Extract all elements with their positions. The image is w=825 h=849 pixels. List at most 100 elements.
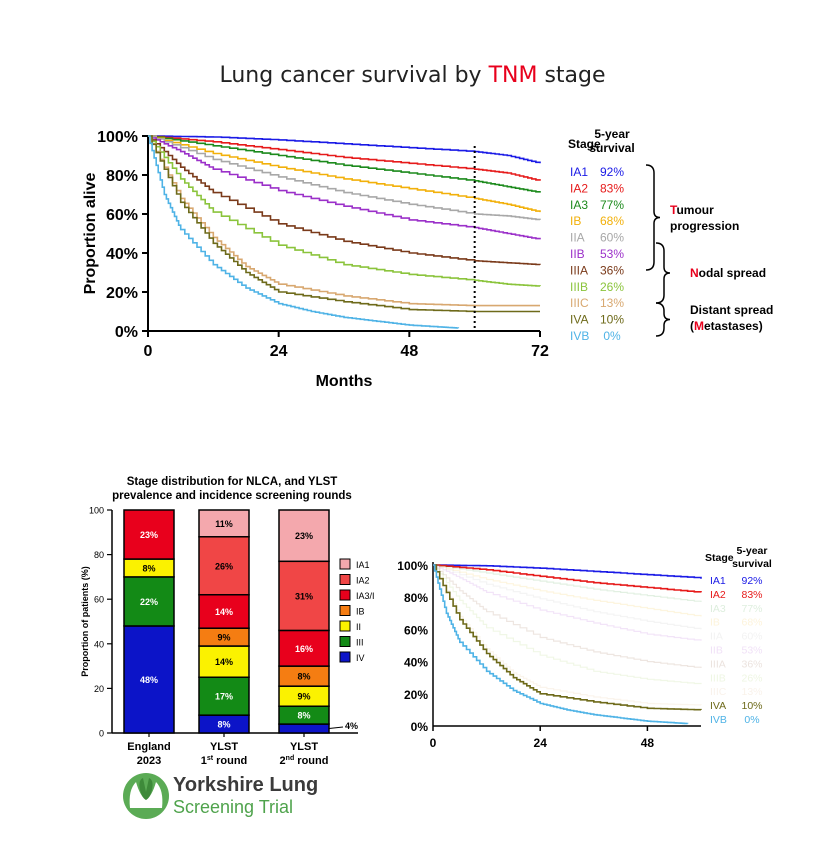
bar-segment-label: 8% — [142, 563, 155, 573]
logo-line2: Screening Trial — [173, 797, 294, 817]
series-line-ib — [148, 135, 541, 213]
small-y-tick-label: 0% — [411, 720, 429, 734]
brace — [645, 164, 661, 271]
survival-chart-highlight: 0% 20% 40% 60% 80% 100% 0 24 48 Stage5-yearsurviv… — [397, 545, 772, 750]
small-series-line-ib — [433, 564, 702, 617]
small-series-line-iva — [433, 564, 702, 711]
bar-legend-swatch — [339, 636, 351, 647]
bar-segment-ia3-i — [198, 593, 250, 629]
legend-stage-iia: IIA — [570, 231, 585, 245]
small-series-line-ia1 — [433, 564, 702, 579]
bar-title-1: Stage distribution for NLCA, and YLST — [127, 476, 338, 488]
bar-legend-label: III — [356, 638, 364, 648]
legend-survival-ia3: 77% — [600, 198, 624, 212]
y-tick-label: 80% — [106, 168, 138, 185]
legend-header-survival-2: survival — [589, 141, 634, 155]
bar-legend-swatch — [339, 651, 351, 663]
bar-category-label-2: 2nd round — [280, 755, 329, 767]
bar-segment-label: 26% — [215, 561, 233, 571]
small-series-line-ivb — [433, 564, 689, 725]
main-title: Lung cancer survival by TNM stage — [0, 63, 825, 88]
bar-legend-swatch — [339, 558, 351, 570]
x-tick-label: 24 — [270, 343, 288, 360]
bar-segment-label: 11% — [215, 519, 233, 529]
small-series-line-iiia — [433, 564, 702, 668]
bar-segment-iv — [278, 723, 330, 734]
x-axis-label: Months — [316, 373, 373, 390]
small-y-tick-label: 60% — [404, 623, 428, 637]
bar-category-label-2: 2023 — [137, 755, 161, 767]
bar-category-label-2: 1st round — [201, 755, 248, 767]
legend-header-stage: Stage — [568, 137, 601, 151]
legend-header-survival-1: 5-year — [594, 127, 630, 141]
series-line-ia3 — [148, 135, 541, 193]
survival-chart-main: 0% 20% 40% 60% 80% 100% 0 24 48 72 Months Proportio… — [82, 127, 773, 390]
bar-segment-iv — [123, 625, 175, 734]
bar-y-tick-label: 40 — [94, 639, 104, 649]
bar-legend-label: IA2 — [356, 576, 370, 586]
bar-y-axis-label: Proportion of patients (%) — [80, 566, 90, 677]
legend-survival-iva: 10% — [600, 313, 624, 327]
small-legend-stage-iiia: IIIA — [710, 658, 726, 670]
legend-survival-ib: 68% — [600, 214, 624, 228]
small-y-tick-label: 20% — [404, 688, 428, 702]
small-legend-stage-iib: IIB — [710, 645, 723, 657]
bar-legend-label: IB — [356, 607, 365, 617]
logo-lungs — [139, 778, 153, 800]
bar-legend-swatch — [339, 620, 351, 632]
legend-survival-iiic: 13% — [600, 296, 624, 310]
bar-legend-swatch — [339, 589, 351, 601]
legend-survival-iia: 60% — [600, 231, 624, 245]
small-legend-survival-iib: 53% — [741, 645, 762, 657]
title-part2: stage — [537, 63, 606, 88]
small-series-line-iiic — [433, 564, 702, 706]
bar-legend-label: II — [356, 622, 361, 632]
small-y-tick-label: 100% — [397, 559, 428, 573]
legend-stage-iiic: IIIC — [570, 296, 589, 310]
bar-legend-label: IA3/I — [356, 591, 375, 601]
x-tick-label: 0 — [144, 343, 153, 360]
small-legend-stage-iva: IVA — [710, 700, 726, 712]
bar-title-2: prevalence and incidence screening round… — [112, 490, 352, 502]
legend-survival-ia1: 92% — [600, 165, 624, 179]
legend-survival-iib: 53% — [600, 247, 624, 261]
small-series-line-iia — [433, 564, 702, 630]
bar-legend-label: IA1 — [356, 560, 370, 570]
series-line-ivb — [148, 135, 460, 329]
brace-label-distant: Distant spread — [690, 303, 773, 317]
series-line-ia1 — [148, 135, 541, 164]
small-legend-stage-ib: IB — [710, 617, 720, 629]
bar-segment-label: 8% — [217, 720, 230, 730]
legend-stage-iiib: IIIB — [570, 280, 588, 294]
bar-y-tick-label: 60 — [94, 595, 104, 605]
bar-category-label-1: YLST — [290, 741, 318, 753]
small-series-line-iib — [433, 564, 702, 641]
bar-category-label-1: YLST — [210, 741, 238, 753]
logo-line1: Yorkshire Lung — [173, 774, 319, 796]
small-legend-survival-iia: 60% — [741, 631, 762, 643]
small-legend-stage-iiic: IIIC — [710, 686, 727, 698]
bar-segment-ia3-i — [123, 509, 175, 560]
small-legend-survival-ia2: 83% — [741, 589, 762, 601]
bar-callout-line — [328, 726, 344, 730]
brace — [655, 242, 671, 304]
legend-survival-iiia: 36% — [600, 263, 624, 277]
small-legend-survival-iva: 10% — [741, 700, 762, 712]
bar-segment-label: 4% — [345, 721, 358, 731]
small-series-line-ia2 — [433, 564, 702, 593]
legend-stage-iva: IVA — [570, 313, 588, 327]
bar-segment-label: 22% — [140, 597, 158, 607]
y-tick-label: 100% — [97, 129, 138, 146]
bar-segment-ia1 — [198, 509, 250, 538]
small-x-tick-label: 24 — [534, 736, 548, 750]
small-y-tick-label: 40% — [404, 656, 428, 670]
y-tick-label: 0% — [115, 324, 138, 341]
bar-segment-iii — [123, 576, 175, 627]
series-line-iib — [148, 135, 541, 240]
bar-category-label-1: England — [127, 741, 170, 753]
bar-segment-label: 8% — [297, 711, 310, 721]
small-legend-stage-ia2: IA2 — [710, 589, 726, 601]
bar-segment-ia3-i — [278, 629, 330, 667]
bar-segment-ia1 — [278, 509, 330, 563]
legend-survival-ia2: 83% — [600, 181, 624, 195]
